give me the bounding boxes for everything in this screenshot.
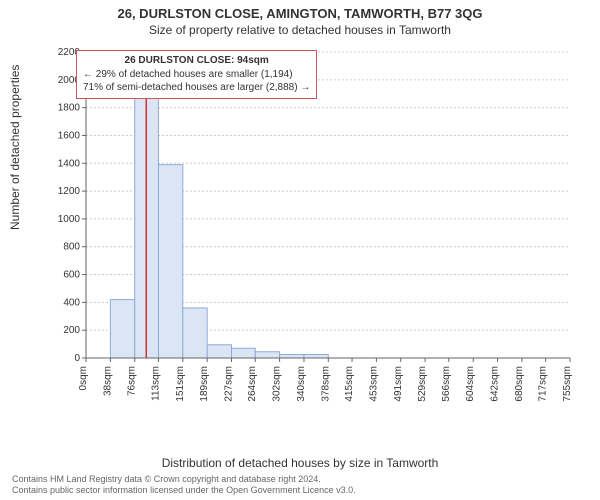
x-tick-label: 113sqm xyxy=(150,366,161,401)
y-tick-label: 1200 xyxy=(58,186,80,197)
y-tick-label: 600 xyxy=(63,270,80,281)
x-tick-label: 415sqm xyxy=(344,366,355,402)
x-tick-label: 453sqm xyxy=(368,366,379,402)
x-tick-label: 227sqm xyxy=(224,366,235,402)
x-tick-label: 378sqm xyxy=(320,366,331,402)
histogram-bar xyxy=(280,355,304,358)
histogram-bar xyxy=(183,308,207,358)
info-box: 26 DURLSTON CLOSE: 94sqm ← 29% of detach… xyxy=(76,50,317,99)
y-tick-label: 1000 xyxy=(58,214,80,225)
x-tick-label: 566sqm xyxy=(441,366,452,402)
y-tick-label: 800 xyxy=(63,242,80,253)
x-tick-label: 38sqm xyxy=(102,366,113,396)
histogram-bar xyxy=(110,300,134,358)
y-tick-label: 1600 xyxy=(58,130,80,141)
x-tick-label: 642sqm xyxy=(490,366,501,402)
histogram-bar xyxy=(232,348,256,358)
x-tick-label: 604sqm xyxy=(465,366,476,402)
histogram-bar xyxy=(158,165,182,358)
x-tick-label: 755sqm xyxy=(562,366,573,402)
page-subtitle: Size of property relative to detached ho… xyxy=(0,21,600,37)
x-tick-label: 680sqm xyxy=(514,366,525,402)
x-tick-label: 264sqm xyxy=(247,366,258,402)
attribution: Contains HM Land Registry data © Crown c… xyxy=(12,474,356,497)
attribution-line2: Contains public sector information licen… xyxy=(12,485,356,497)
x-tick-label: 529sqm xyxy=(417,366,428,402)
x-tick-label: 76sqm xyxy=(127,366,138,396)
y-tick-label: 1800 xyxy=(58,103,80,114)
histogram-bar xyxy=(304,355,328,358)
histogram-bar xyxy=(255,352,279,358)
info-box-larger: 71% of semi-detached houses are larger (… xyxy=(83,81,310,95)
x-axis-label: Distribution of detached houses by size … xyxy=(0,456,600,470)
x-tick-label: 717sqm xyxy=(538,366,549,402)
y-tick-label: 0 xyxy=(74,353,80,364)
x-tick-label: 151sqm xyxy=(175,366,186,402)
x-tick-label: 189sqm xyxy=(199,366,210,402)
histogram-bar xyxy=(207,345,231,358)
y-axis-label: Number of detached properties xyxy=(8,65,22,230)
y-tick-label: 200 xyxy=(63,325,80,336)
histogram-svg: 0200400600800100012001400160018002000220… xyxy=(58,46,578,416)
info-box-title: 26 DURLSTON CLOSE: 94sqm xyxy=(83,54,310,68)
page-title: 26, DURLSTON CLOSE, AMINGTON, TAMWORTH, … xyxy=(0,0,600,21)
y-tick-label: 1400 xyxy=(58,158,80,169)
attribution-line1: Contains HM Land Registry data © Crown c… xyxy=(12,474,356,486)
x-tick-label: 340sqm xyxy=(296,366,307,402)
x-tick-label: 0sqm xyxy=(78,366,89,390)
x-tick-label: 302sqm xyxy=(272,366,283,402)
info-box-smaller: ← 29% of detached houses are smaller (1,… xyxy=(83,68,310,82)
y-tick-label: 400 xyxy=(63,297,80,308)
chart-container: 26, DURLSTON CLOSE, AMINGTON, TAMWORTH, … xyxy=(0,0,600,500)
x-tick-label: 491sqm xyxy=(393,366,404,402)
chart-area: 0200400600800100012001400160018002000220… xyxy=(58,46,578,416)
